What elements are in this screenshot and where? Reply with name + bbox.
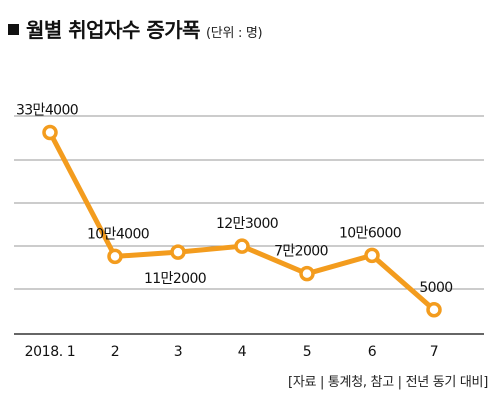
square-bullet-icon bbox=[8, 24, 19, 35]
data-point-7 bbox=[426, 302, 442, 318]
x-tick-label-2: 2 bbox=[111, 344, 120, 360]
data-point-1 bbox=[42, 124, 58, 141]
data-label-5: 7만2000 bbox=[274, 244, 328, 260]
x-tick-label-7: 7 bbox=[430, 344, 439, 360]
data-label-6: 10만6000 bbox=[339, 225, 401, 241]
x-tick-label-3: 3 bbox=[174, 344, 183, 360]
data-label-7: 5000 bbox=[419, 280, 452, 296]
x-tick-label-5: 5 bbox=[303, 344, 312, 360]
x-tick-label-4: 4 bbox=[238, 344, 247, 360]
data-point-4 bbox=[234, 238, 250, 254]
data-point-2 bbox=[107, 248, 123, 265]
x-tick-label-6: 6 bbox=[368, 344, 377, 360]
data-point-3 bbox=[170, 244, 186, 260]
data-point-5 bbox=[299, 265, 315, 282]
unit-label: (단위 : 명) bbox=[206, 26, 263, 41]
chart-header: 월별 취업자수 증가폭 (단위 : 명) bbox=[8, 14, 263, 43]
source-note: [자료 | 통계청, 참고 | 전년 동기 대비] bbox=[288, 375, 488, 390]
data-point-6 bbox=[364, 247, 380, 264]
data-label-3: 11만2000 bbox=[144, 271, 206, 287]
data-label-4: 12만3000 bbox=[216, 216, 278, 232]
x-tick-label-1: 2018. 1 bbox=[25, 344, 76, 360]
data-label-2: 10만4000 bbox=[87, 226, 149, 242]
data-label-1: 33만4000 bbox=[16, 102, 78, 118]
chart-title: 월별 취업자수 증가폭 bbox=[26, 18, 201, 42]
